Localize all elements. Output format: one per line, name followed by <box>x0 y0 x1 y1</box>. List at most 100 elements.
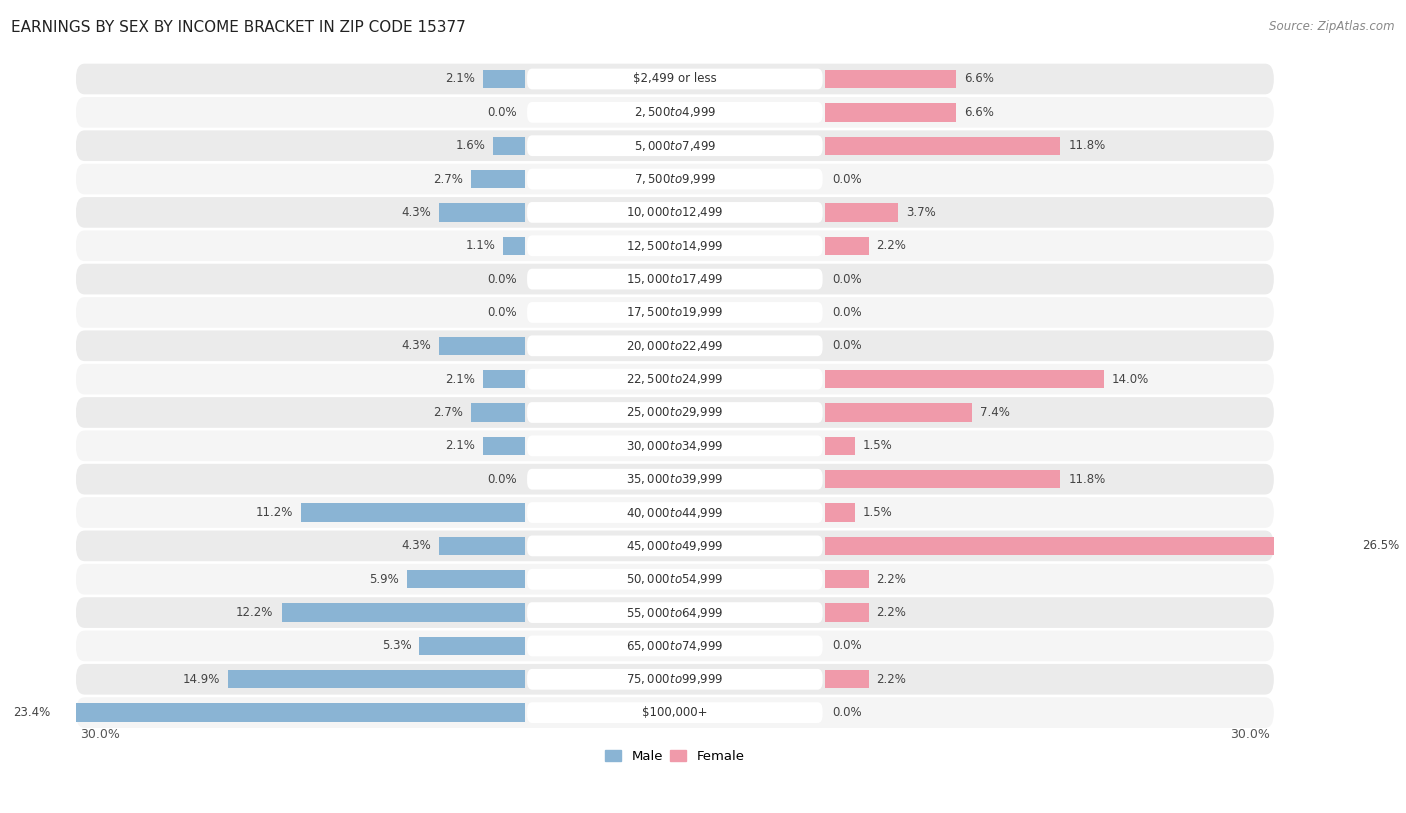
Text: 30.0%: 30.0% <box>1230 728 1270 741</box>
Text: $25,000 to $29,999: $25,000 to $29,999 <box>626 406 724 420</box>
FancyBboxPatch shape <box>76 698 1274 728</box>
Text: $22,500 to $24,999: $22,500 to $24,999 <box>626 372 724 386</box>
Text: 1.1%: 1.1% <box>465 239 495 252</box>
FancyBboxPatch shape <box>527 235 823 256</box>
Text: 5.3%: 5.3% <box>381 640 412 653</box>
Text: 4.3%: 4.3% <box>402 539 432 552</box>
Text: $65,000 to $74,999: $65,000 to $74,999 <box>626 639 724 653</box>
Legend: Male, Female: Male, Female <box>600 745 749 768</box>
Text: $15,000 to $17,499: $15,000 to $17,499 <box>626 272 724 286</box>
Text: 3.7%: 3.7% <box>907 206 936 219</box>
Text: $55,000 to $64,999: $55,000 to $64,999 <box>626 606 724 620</box>
FancyBboxPatch shape <box>527 369 823 389</box>
FancyBboxPatch shape <box>76 498 1274 528</box>
FancyBboxPatch shape <box>76 330 1274 361</box>
FancyBboxPatch shape <box>76 564 1274 594</box>
Bar <box>228 670 524 689</box>
Text: 11.8%: 11.8% <box>1069 139 1105 152</box>
FancyBboxPatch shape <box>76 230 1274 261</box>
Text: 14.0%: 14.0% <box>1112 372 1149 385</box>
Text: 0.0%: 0.0% <box>832 306 862 319</box>
Text: $7,500 to $9,999: $7,500 to $9,999 <box>634 172 716 186</box>
FancyBboxPatch shape <box>527 269 823 289</box>
Bar <box>408 570 524 589</box>
FancyBboxPatch shape <box>527 536 823 556</box>
Bar <box>471 403 524 422</box>
Bar <box>824 570 869 589</box>
Text: $30,000 to $34,999: $30,000 to $34,999 <box>626 439 724 453</box>
FancyBboxPatch shape <box>527 68 823 89</box>
Text: 2.7%: 2.7% <box>433 406 463 419</box>
Bar <box>824 403 973 422</box>
Text: 0.0%: 0.0% <box>488 472 517 485</box>
Text: 6.6%: 6.6% <box>965 72 994 85</box>
Text: $2,500 to $4,999: $2,500 to $4,999 <box>634 106 716 120</box>
Text: 12.2%: 12.2% <box>236 606 274 619</box>
Text: $20,000 to $22,499: $20,000 to $22,499 <box>626 339 724 353</box>
Bar <box>824 470 1060 489</box>
Bar <box>301 503 524 522</box>
Text: 0.0%: 0.0% <box>832 640 862 653</box>
Bar <box>494 137 524 154</box>
Text: 26.5%: 26.5% <box>1361 539 1399 552</box>
Text: 2.1%: 2.1% <box>446 72 475 85</box>
Text: 0.0%: 0.0% <box>832 339 862 352</box>
Bar <box>824 70 956 88</box>
Bar <box>824 537 1354 555</box>
Text: 2.1%: 2.1% <box>446 439 475 452</box>
Text: $40,000 to $44,999: $40,000 to $44,999 <box>626 506 724 520</box>
FancyBboxPatch shape <box>76 130 1274 161</box>
FancyBboxPatch shape <box>527 102 823 123</box>
FancyBboxPatch shape <box>76 531 1274 561</box>
Text: $45,000 to $49,999: $45,000 to $49,999 <box>626 539 724 553</box>
Bar <box>824 670 869 689</box>
FancyBboxPatch shape <box>76 598 1274 628</box>
Bar <box>484 370 524 389</box>
Bar <box>824 370 1104 389</box>
Text: $10,000 to $12,499: $10,000 to $12,499 <box>626 206 724 220</box>
Text: 14.9%: 14.9% <box>183 673 219 686</box>
Bar <box>824 137 1060 154</box>
FancyBboxPatch shape <box>527 636 823 656</box>
Text: EARNINGS BY SEX BY INCOME BRACKET IN ZIP CODE 15377: EARNINGS BY SEX BY INCOME BRACKET IN ZIP… <box>11 20 465 35</box>
Bar <box>824 237 869 255</box>
Text: $35,000 to $39,999: $35,000 to $39,999 <box>626 472 724 486</box>
Text: 11.2%: 11.2% <box>256 506 294 519</box>
Bar <box>58 703 524 722</box>
FancyBboxPatch shape <box>76 631 1274 661</box>
Text: 0.0%: 0.0% <box>832 272 862 285</box>
Text: $75,000 to $99,999: $75,000 to $99,999 <box>626 672 724 686</box>
FancyBboxPatch shape <box>76 63 1274 94</box>
Bar <box>824 503 855 522</box>
Text: $50,000 to $54,999: $50,000 to $54,999 <box>626 572 724 586</box>
FancyBboxPatch shape <box>76 664 1274 694</box>
FancyBboxPatch shape <box>527 569 823 589</box>
Text: 0.0%: 0.0% <box>488 106 517 119</box>
Bar <box>503 237 524 255</box>
Text: 2.2%: 2.2% <box>876 673 907 686</box>
Text: $12,500 to $14,999: $12,500 to $14,999 <box>626 239 724 253</box>
Text: 0.0%: 0.0% <box>832 706 862 720</box>
FancyBboxPatch shape <box>76 297 1274 328</box>
Bar <box>419 637 524 655</box>
Text: 5.9%: 5.9% <box>370 572 399 585</box>
Text: 23.4%: 23.4% <box>13 706 49 720</box>
FancyBboxPatch shape <box>527 669 823 689</box>
Text: 1.6%: 1.6% <box>456 139 485 152</box>
Bar <box>471 170 524 189</box>
Text: 7.4%: 7.4% <box>980 406 1011 419</box>
Bar <box>439 203 524 222</box>
FancyBboxPatch shape <box>527 469 823 489</box>
Bar <box>439 537 524 555</box>
FancyBboxPatch shape <box>527 502 823 523</box>
Bar <box>824 203 898 222</box>
Bar <box>281 603 524 622</box>
Text: 0.0%: 0.0% <box>488 272 517 285</box>
Text: 2.2%: 2.2% <box>876 239 907 252</box>
Text: $2,499 or less: $2,499 or less <box>633 72 717 85</box>
FancyBboxPatch shape <box>527 702 823 723</box>
Text: 2.2%: 2.2% <box>876 606 907 619</box>
FancyBboxPatch shape <box>527 436 823 456</box>
FancyBboxPatch shape <box>527 336 823 356</box>
FancyBboxPatch shape <box>527 602 823 623</box>
